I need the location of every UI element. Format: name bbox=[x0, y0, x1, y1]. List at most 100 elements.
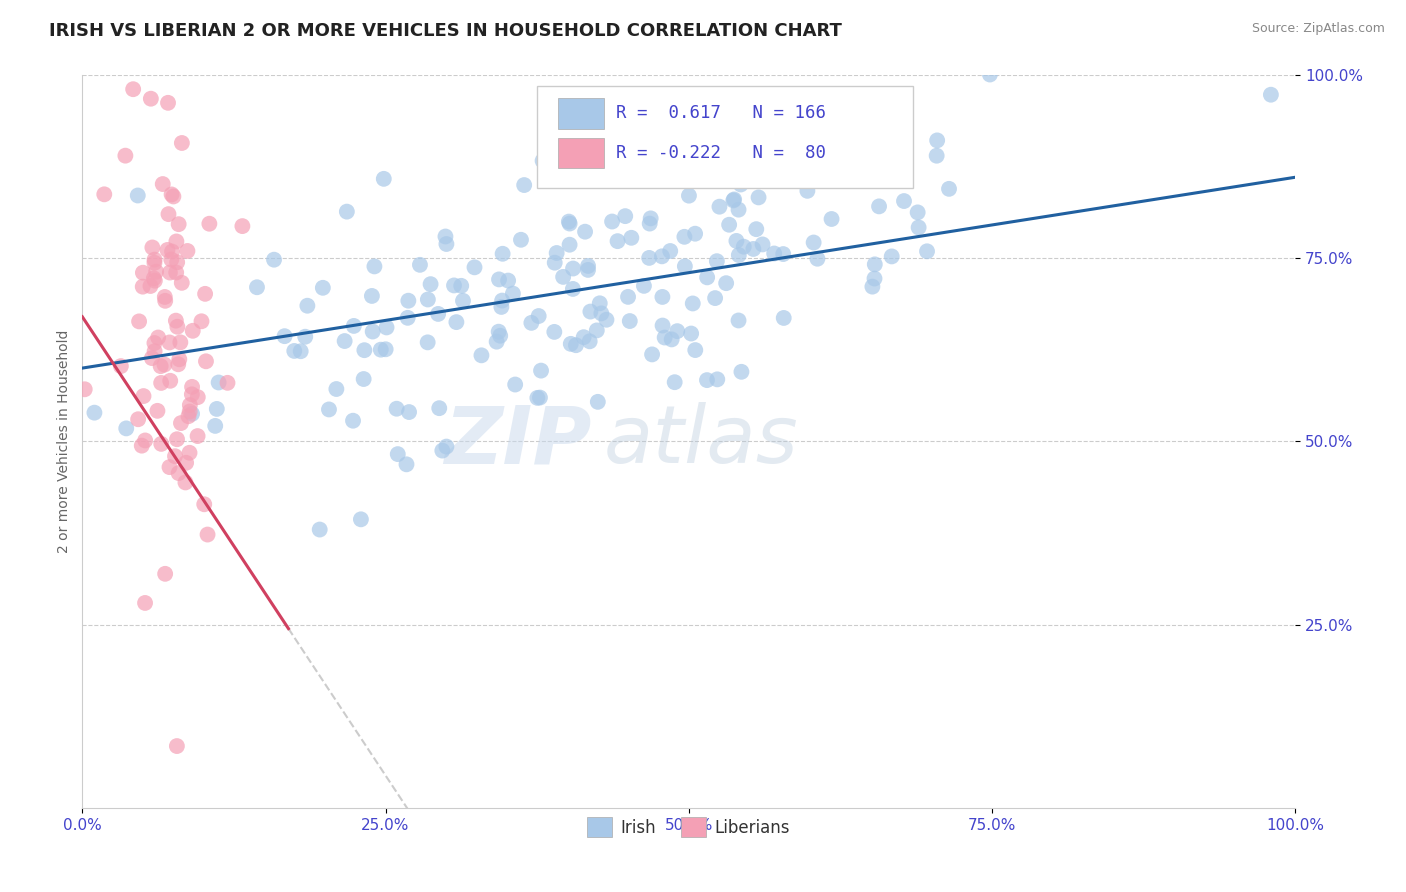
Point bbox=[167, 217, 190, 231]
Point bbox=[166, 255, 188, 269]
Point bbox=[849, 164, 872, 178]
Point bbox=[283, 343, 305, 358]
Point bbox=[181, 380, 204, 394]
Point bbox=[159, 374, 181, 388]
Point bbox=[651, 318, 673, 333]
Point bbox=[166, 319, 188, 334]
Point bbox=[849, 172, 872, 186]
Point bbox=[543, 325, 565, 339]
Point bbox=[526, 391, 548, 405]
Point bbox=[565, 338, 588, 352]
Point bbox=[496, 274, 519, 288]
Point bbox=[343, 318, 366, 333]
Point bbox=[180, 387, 202, 401]
Point bbox=[714, 276, 737, 290]
Point bbox=[579, 304, 602, 318]
Point bbox=[187, 429, 209, 443]
Point bbox=[181, 324, 204, 338]
Point bbox=[1260, 87, 1282, 102]
Point bbox=[640, 211, 662, 226]
Point bbox=[530, 363, 553, 377]
Point bbox=[527, 309, 550, 323]
Point bbox=[620, 231, 643, 245]
Point bbox=[132, 279, 155, 293]
Point bbox=[718, 218, 741, 232]
Point bbox=[204, 418, 226, 433]
Point bbox=[681, 326, 703, 341]
Point bbox=[820, 212, 842, 227]
Point bbox=[179, 398, 201, 412]
Point bbox=[194, 354, 217, 368]
Point bbox=[574, 225, 596, 239]
Point bbox=[93, 187, 115, 202]
Point bbox=[263, 252, 285, 267]
Point bbox=[772, 310, 794, 325]
Point bbox=[641, 347, 664, 361]
Point bbox=[373, 171, 395, 186]
Point bbox=[659, 244, 682, 258]
Point bbox=[157, 207, 180, 221]
Point bbox=[115, 421, 138, 435]
Point bbox=[143, 344, 166, 359]
Point bbox=[141, 351, 163, 365]
Point bbox=[361, 325, 384, 339]
Point bbox=[723, 193, 745, 207]
Point bbox=[290, 344, 312, 359]
Point bbox=[419, 277, 441, 292]
Text: IRISH VS LIBERIAN 2 OR MORE VEHICLES IN HOUSEHOLD CORRELATION CHART: IRISH VS LIBERIAN 2 OR MORE VEHICLES IN … bbox=[49, 22, 842, 40]
Point bbox=[146, 330, 169, 344]
Point bbox=[704, 291, 727, 305]
Point bbox=[654, 330, 676, 344]
Point bbox=[529, 391, 551, 405]
Point bbox=[907, 205, 929, 219]
Point bbox=[353, 343, 375, 358]
Point bbox=[432, 443, 454, 458]
Point bbox=[595, 312, 617, 326]
Point bbox=[193, 497, 215, 511]
Point bbox=[114, 149, 136, 163]
Point bbox=[375, 320, 398, 334]
Point bbox=[160, 187, 183, 202]
Point bbox=[361, 289, 384, 303]
Point bbox=[979, 68, 1001, 82]
Point bbox=[730, 178, 752, 192]
Point bbox=[83, 406, 105, 420]
Point bbox=[231, 219, 253, 233]
Point bbox=[661, 332, 683, 346]
Point bbox=[308, 523, 330, 537]
Point bbox=[145, 265, 167, 279]
Point bbox=[451, 293, 474, 308]
Point bbox=[727, 313, 749, 327]
Point bbox=[160, 244, 183, 259]
Point bbox=[727, 248, 749, 262]
Point bbox=[273, 329, 295, 343]
Point bbox=[198, 217, 221, 231]
Point bbox=[673, 229, 696, 244]
Point bbox=[763, 246, 786, 260]
Text: R = -0.222   N =  80: R = -0.222 N = 80 bbox=[616, 144, 825, 162]
FancyBboxPatch shape bbox=[537, 86, 912, 188]
Point bbox=[169, 335, 191, 350]
Point bbox=[159, 266, 181, 280]
Point bbox=[925, 149, 948, 163]
Point bbox=[531, 153, 554, 168]
Point bbox=[893, 194, 915, 208]
Point bbox=[673, 260, 696, 274]
Y-axis label: 2 or more Vehicles in Household: 2 or more Vehicles in Household bbox=[58, 330, 72, 553]
Point bbox=[153, 290, 176, 304]
Point bbox=[167, 357, 190, 371]
Point bbox=[353, 372, 375, 386]
Point bbox=[558, 217, 581, 231]
Point bbox=[488, 325, 510, 339]
Point bbox=[416, 293, 439, 307]
Point bbox=[491, 293, 513, 308]
Point bbox=[488, 272, 510, 286]
Point bbox=[578, 334, 600, 349]
Point bbox=[174, 475, 197, 490]
Point bbox=[723, 194, 745, 208]
Point bbox=[436, 237, 458, 252]
Point bbox=[651, 290, 673, 304]
Point bbox=[318, 402, 340, 417]
Point bbox=[443, 278, 465, 293]
Point bbox=[396, 310, 419, 325]
